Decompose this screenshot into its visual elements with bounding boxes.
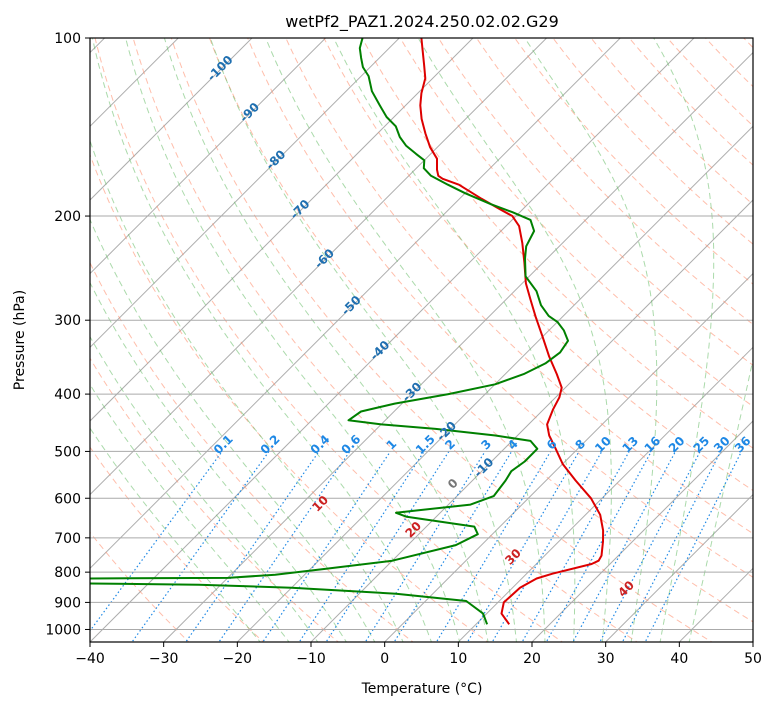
y-tick-label: 500 (54, 444, 81, 460)
temperature-profile-line (419, 38, 605, 625)
dry-adiabat-line (132, 38, 638, 642)
y-tick-label: 800 (54, 565, 81, 581)
moist-adiabat-line (90, 218, 376, 642)
isotherm-line (310, 199, 753, 642)
dry-adiabat-line (90, 261, 414, 642)
mixing-ratio-line (466, 451, 580, 642)
dry-adiabat-line (437, 38, 753, 366)
isobar-grid (90, 38, 753, 630)
x-tick-label: −30 (149, 651, 179, 667)
isotherm-line (90, 38, 327, 275)
isotherm-line (162, 51, 753, 642)
dry-adiabat-line (323, 38, 753, 492)
isotherm-line (383, 272, 753, 642)
x-tick-label: 40 (670, 651, 688, 667)
x-tick-label: −10 (296, 651, 326, 667)
dry-adiabat-line (475, 38, 753, 326)
isotherm-line (604, 493, 753, 642)
isotherm-line (236, 125, 753, 642)
mixing-ratio-line (521, 451, 630, 642)
isotherm-line (457, 346, 753, 642)
dry-adiabat-line (170, 38, 713, 642)
x-tick-label: 30 (597, 651, 615, 667)
dry-adiabat-line (247, 38, 753, 578)
chart-title: wetPf2_PAZ1.2024.250.02.02.G29 (285, 12, 559, 32)
dry-adiabat-line (285, 38, 753, 535)
dewpoint-profile-line (90, 38, 569, 625)
profiles (90, 38, 605, 625)
dry-adiabat-line (399, 38, 753, 408)
isotherm-line (90, 38, 695, 642)
dry-adiabat-line (208, 38, 753, 623)
dry-adiabat-line (90, 446, 265, 642)
y-axis-label: Pressure (hPa) (12, 290, 28, 390)
x-tick-label: −20 (223, 651, 253, 667)
y-tick-label: 300 (54, 313, 81, 329)
mixing-ratio-line (572, 451, 677, 642)
mixing-ratio-line (218, 451, 351, 642)
dry-adiabat-line (628, 38, 753, 166)
mixing-ratio-line (262, 451, 391, 642)
dry-adiabat-line (94, 38, 564, 642)
y-tick-label: 600 (54, 491, 81, 507)
mixing-ratio-line (491, 451, 603, 642)
isotherm-line (90, 38, 253, 201)
mixing-ratio-line (435, 451, 552, 642)
moist-adiabat-line (90, 139, 404, 642)
isotherm-line (90, 38, 548, 496)
mixing-ratio-line (599, 451, 701, 642)
y-tick-label: 100 (54, 31, 81, 47)
x-axis: −40 −30 −20 −10 0 10 20 30 40 50 (75, 642, 762, 667)
x-axis-label: Temperature (°C) (361, 681, 483, 697)
y-tick-label: 400 (54, 387, 81, 403)
mixing-ratio-line (185, 451, 320, 642)
y-tick-label: 900 (54, 595, 81, 611)
mixing-ratio-line (298, 451, 425, 642)
mixing-ratio-line (644, 451, 743, 642)
x-tick-label: 10 (449, 651, 467, 667)
mixing-ratio-line (393, 451, 513, 642)
mixing-ratio-line (545, 451, 652, 642)
dry-adiabat-line (90, 153, 489, 642)
y-axis: 100 200 300 400 500 600 700 800 900 1000 (45, 31, 90, 638)
x-tick-label: 0 (380, 651, 389, 667)
dry-adiabat-line (514, 38, 753, 285)
y-tick-label: 700 (54, 531, 81, 547)
x-tick-label: 20 (523, 651, 541, 667)
isotherm-line (90, 38, 474, 422)
y-tick-label: 1000 (45, 622, 81, 638)
dry-adiabat-line (90, 357, 340, 642)
x-tick-label: −40 (75, 651, 105, 667)
isotherm-line (531, 420, 753, 642)
plot-frame (89, 37, 754, 643)
x-tick-label: 50 (744, 651, 762, 667)
y-tick-label: 200 (54, 209, 81, 225)
dry-adiabat-line (361, 38, 753, 449)
mixing-ratio-line (621, 451, 722, 642)
